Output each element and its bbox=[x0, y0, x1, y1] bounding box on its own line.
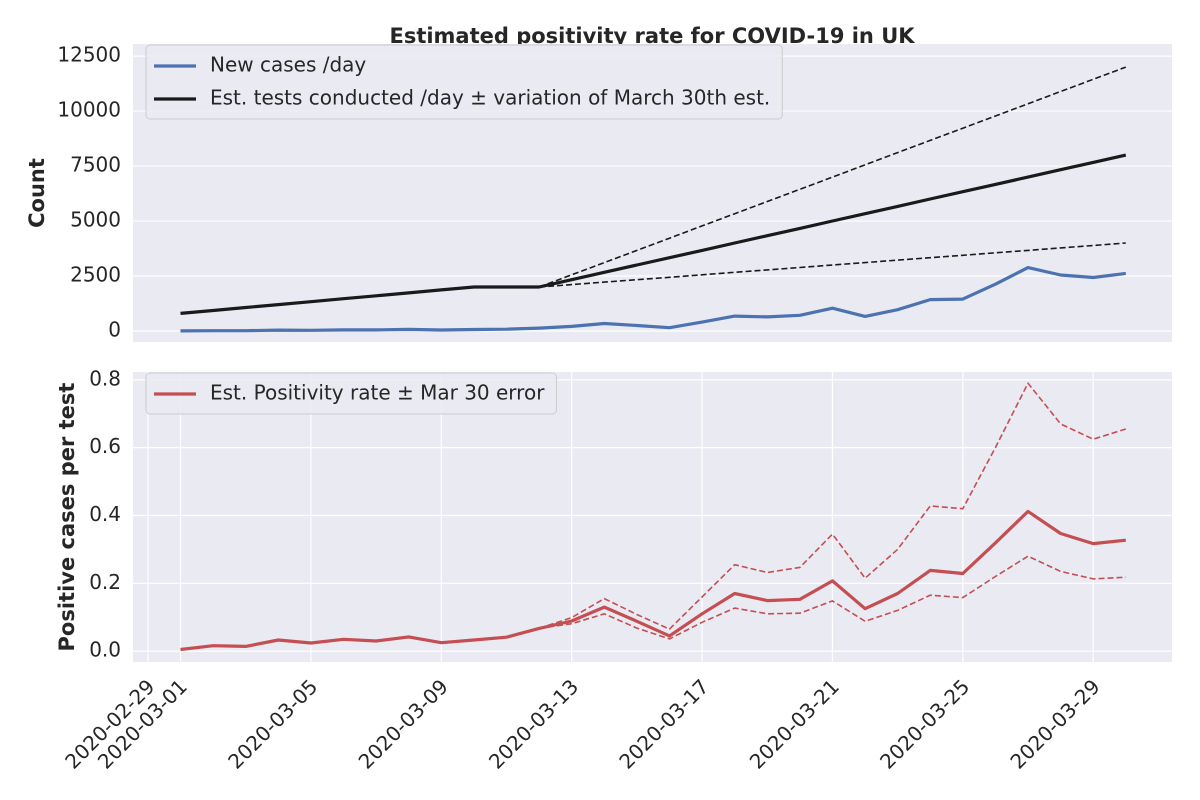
x-tick-label: 2020-03-13 bbox=[484, 674, 583, 773]
legend: Est. Positivity rate ± Mar 30 error bbox=[145, 372, 557, 415]
series-line bbox=[180, 509, 1126, 652]
legend-label: Est. Positivity rate ± Mar 30 error bbox=[210, 381, 545, 405]
series-line bbox=[180, 153, 1127, 315]
y-tick-label: 2500 bbox=[70, 263, 121, 287]
x-tick-label: 2020-03-05 bbox=[223, 674, 322, 773]
y-tick-label: 7500 bbox=[70, 153, 121, 177]
x-tick-label: 2020-03-29 bbox=[1005, 674, 1104, 773]
y-axis-label: Count bbox=[25, 158, 49, 228]
x-tick-label: 2020-03-17 bbox=[614, 674, 713, 773]
range-line bbox=[538, 382, 1127, 630]
y-tick-label: 0.8 bbox=[89, 366, 121, 390]
y-tick-label: 0.6 bbox=[89, 434, 121, 458]
y-tick-label: 12500 bbox=[57, 43, 121, 67]
range-line bbox=[538, 66, 1127, 288]
series-line bbox=[180, 266, 1126, 333]
legend-box bbox=[145, 372, 557, 415]
plot-area bbox=[133, 372, 1172, 662]
y-tick-label: 10000 bbox=[57, 98, 121, 122]
x-tick-label: 2020-03-21 bbox=[745, 674, 844, 773]
legend-label: Est. tests conducted /day ± variation of… bbox=[210, 86, 770, 110]
x-tick-label: 2020-03-25 bbox=[875, 674, 974, 773]
y-axis-label: Positive cases per test bbox=[55, 383, 79, 652]
range-line bbox=[539, 242, 1126, 288]
legend-box bbox=[145, 44, 783, 120]
y-tick-label: 5000 bbox=[70, 208, 121, 232]
range-line bbox=[538, 555, 1126, 640]
y-tick-label: 0.2 bbox=[89, 570, 121, 594]
legend-label: New cases /day bbox=[210, 53, 366, 77]
x-tick-label: 2020-03-09 bbox=[354, 674, 453, 773]
y-tick-label: 0.0 bbox=[89, 638, 121, 662]
legend: New cases /day Est. tests conducted /day … bbox=[145, 44, 783, 120]
y-tick-label: 0 bbox=[108, 318, 121, 342]
y-tick-label: 0.4 bbox=[89, 502, 121, 526]
